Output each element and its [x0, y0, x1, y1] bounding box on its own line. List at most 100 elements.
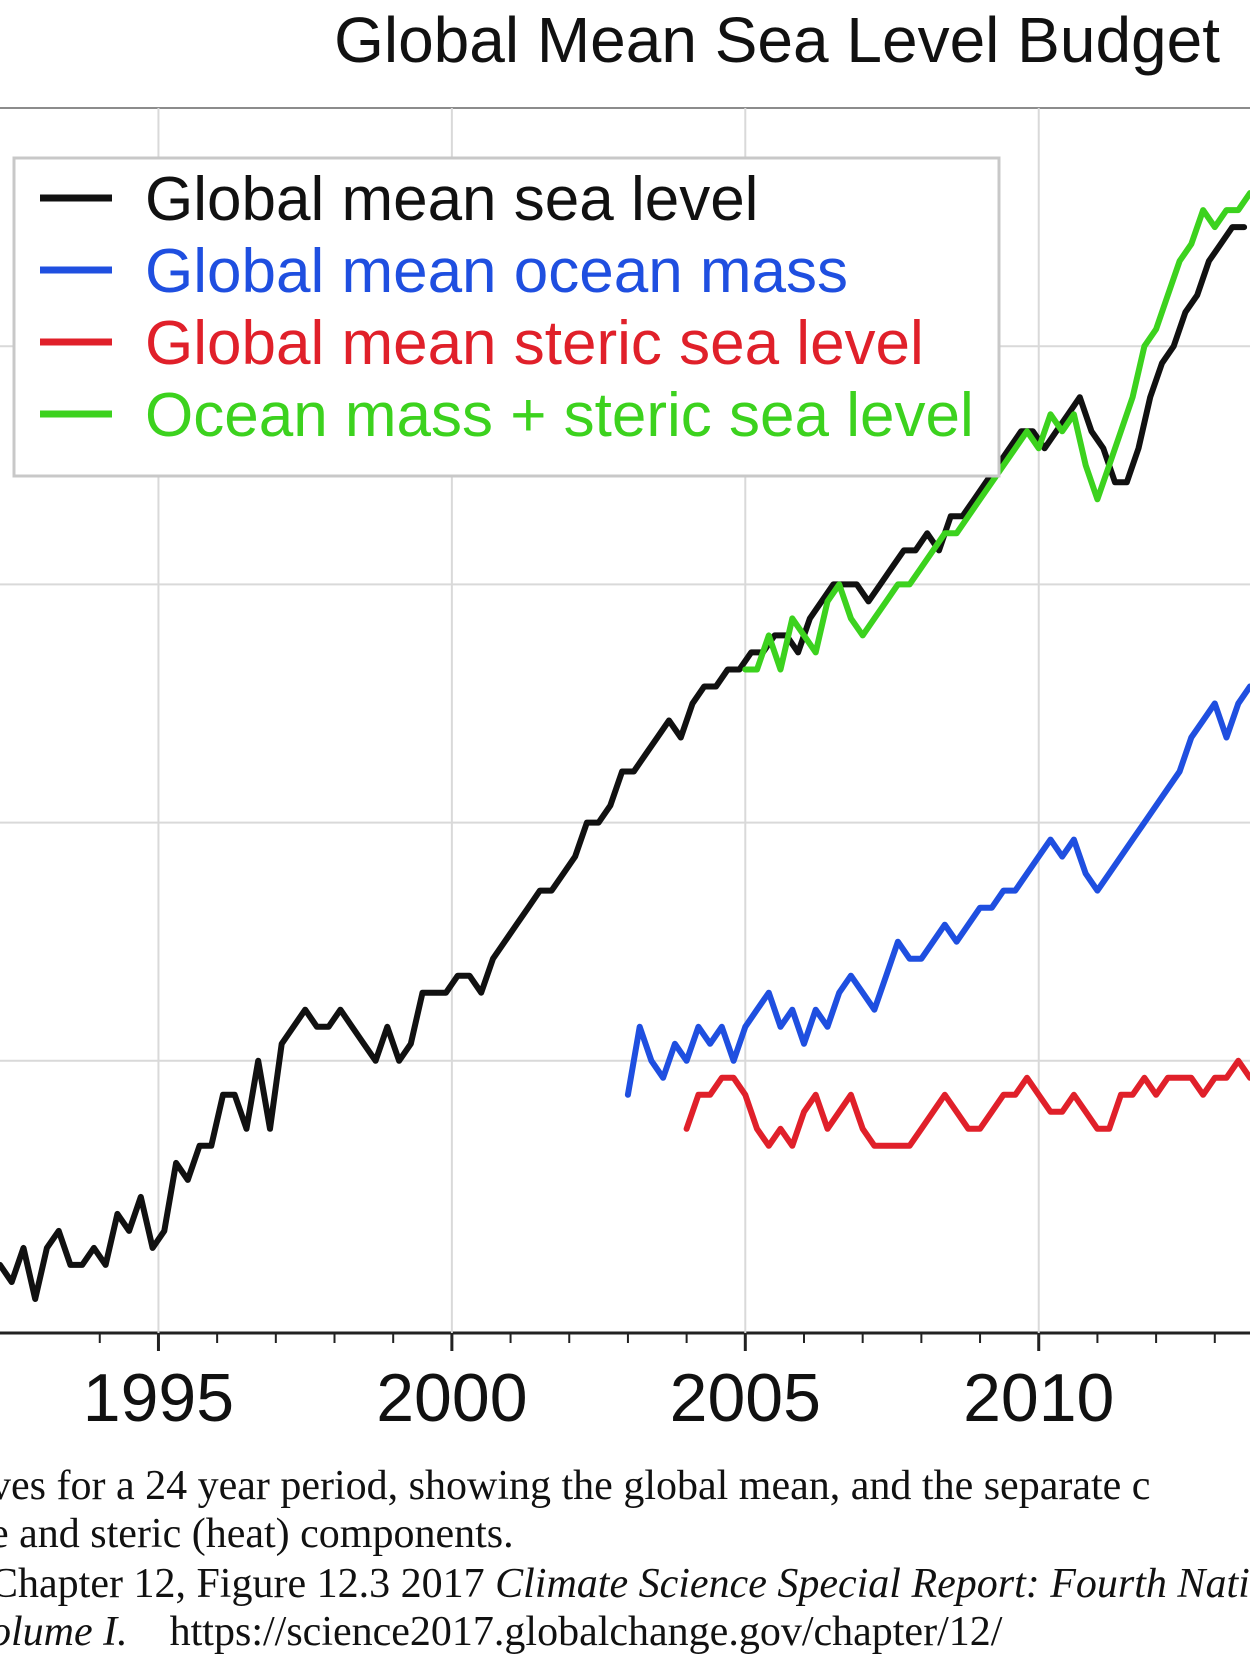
data-point	[777, 1126, 784, 1132]
data-point	[989, 905, 995, 911]
data-point	[965, 1126, 971, 1132]
data-point	[777, 666, 784, 673]
data-point	[1130, 394, 1136, 400]
data-point	[1065, 411, 1071, 417]
data-point	[1130, 836, 1136, 843]
data-point	[1206, 258, 1212, 264]
data-point	[1036, 445, 1042, 451]
data-point	[772, 632, 778, 639]
data-point	[1159, 360, 1165, 366]
data-point	[642, 751, 649, 758]
data-point	[813, 1007, 819, 1013]
data-point	[1077, 394, 1083, 400]
data-point	[1165, 292, 1171, 298]
data-point	[754, 1126, 760, 1132]
data-point	[777, 1024, 784, 1030]
data-point	[648, 1058, 655, 1064]
data-point	[103, 1262, 109, 1268]
data-point	[660, 1075, 666, 1081]
data-point	[654, 734, 660, 741]
data-point	[1235, 1058, 1241, 1064]
data-point	[537, 888, 543, 894]
data-point	[1106, 871, 1112, 877]
data-point	[126, 1228, 132, 1234]
data-point	[0, 1262, 3, 1268]
data-point	[1106, 1126, 1112, 1132]
data-point	[1141, 343, 1147, 349]
x-axis-ticks: 1995 2000 2005 2010	[83, 1333, 1216, 1436]
data-point	[713, 683, 719, 690]
data-point	[1036, 854, 1042, 860]
data-point	[1071, 1092, 1077, 1098]
data-point	[1094, 496, 1101, 502]
data-point	[1118, 428, 1124, 434]
data-point	[854, 581, 860, 587]
data-point	[1047, 1109, 1054, 1115]
data-point	[549, 888, 555, 894]
data-point	[1188, 241, 1194, 247]
data-point	[1247, 683, 1250, 690]
data-point	[983, 479, 989, 485]
data-point	[595, 819, 602, 826]
data-point	[443, 990, 449, 996]
data-point	[9, 1279, 15, 1285]
data-point	[865, 598, 872, 605]
data-point	[1094, 888, 1101, 894]
data-point	[1059, 1109, 1065, 1115]
data-point	[1141, 1075, 1147, 1081]
data-point	[1047, 411, 1054, 417]
data-point	[1088, 428, 1095, 434]
data-point	[1059, 428, 1065, 434]
sea-level-chart: Global Mean Sea Level Budget 1995 2000 200…	[0, 4, 1250, 1436]
data-point	[1212, 700, 1218, 707]
data-point	[883, 973, 889, 979]
data-point	[707, 1041, 713, 1047]
data-point	[243, 1126, 250, 1132]
data-point	[801, 1041, 807, 1047]
data-point	[848, 1092, 854, 1098]
data-point	[32, 1296, 38, 1302]
data-point	[1042, 445, 1048, 451]
data-point	[965, 513, 971, 519]
caption-line-2: e and steric (heat) components.	[0, 1511, 514, 1557]
data-point	[44, 1245, 50, 1251]
data-point	[1118, 854, 1124, 860]
data-point	[232, 1092, 238, 1098]
data-point	[930, 547, 936, 553]
data-point	[953, 1109, 960, 1115]
data-point	[918, 564, 924, 570]
data-point	[1153, 326, 1159, 332]
data-point	[730, 1058, 737, 1064]
caption-line-1: ves for a 24 year period, showing the gl…	[0, 1463, 1151, 1509]
data-point	[789, 1143, 795, 1149]
data-point	[936, 547, 942, 553]
data-point	[173, 1160, 179, 1166]
data-point	[719, 1024, 725, 1030]
data-point	[930, 939, 936, 945]
data-point	[384, 1024, 390, 1030]
data-point	[1141, 819, 1147, 826]
data-point	[801, 632, 807, 639]
x-tick-label: 1995	[83, 1360, 234, 1436]
caption-report-title: Climate Science Special Report: Fourth N…	[495, 1561, 1250, 1607]
data-point	[619, 768, 625, 775]
data-point	[267, 1126, 273, 1132]
data-point	[824, 1024, 831, 1030]
data-point	[942, 530, 948, 536]
data-point	[1153, 1092, 1159, 1098]
data-point	[1153, 802, 1159, 809]
data-point	[1165, 785, 1171, 792]
data-point	[789, 1007, 795, 1013]
data-point	[684, 1058, 690, 1064]
data-point	[1024, 1075, 1030, 1081]
data-point	[625, 1092, 631, 1098]
data-point	[1006, 445, 1012, 451]
data-point	[889, 564, 895, 570]
data-point	[901, 547, 907, 553]
data-point	[977, 905, 983, 911]
data-point	[836, 1109, 842, 1115]
data-point	[1223, 734, 1230, 741]
data-point	[1012, 445, 1018, 451]
data-point	[279, 1041, 285, 1047]
data-point	[1100, 445, 1106, 451]
